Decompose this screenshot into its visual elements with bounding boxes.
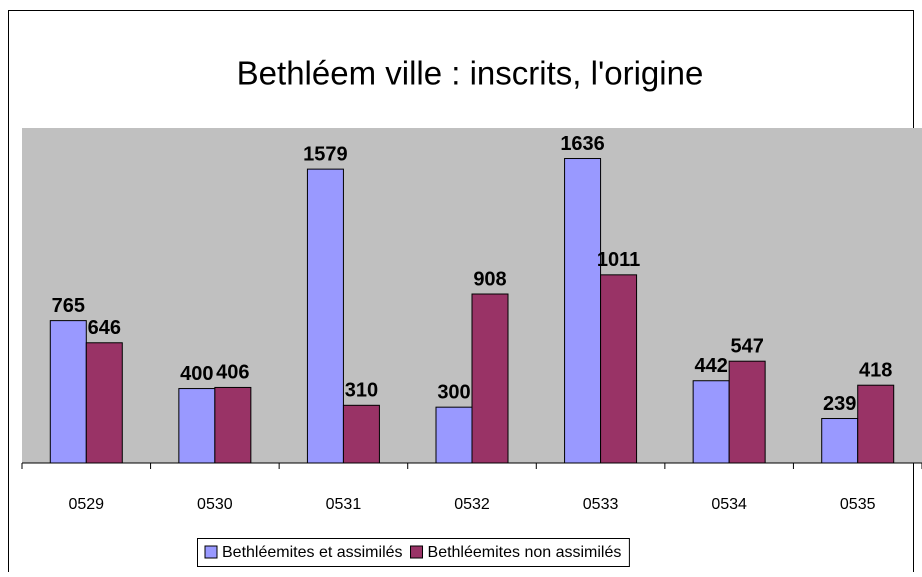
data-label: 547: [730, 335, 763, 357]
data-label: 442: [694, 355, 727, 377]
data-label: 646: [88, 317, 121, 339]
bar: [821, 418, 859, 464]
bar: [85, 342, 123, 464]
data-label: 765: [52, 295, 85, 317]
bar: [306, 168, 344, 464]
x-tick-label: 0535: [840, 496, 876, 513]
data-label: 310: [345, 380, 378, 402]
bar: [857, 384, 895, 464]
bar: [728, 360, 766, 464]
data-label: 239: [823, 393, 856, 415]
bar: [471, 293, 509, 464]
legend-label: Bethléemites et assimilés: [222, 544, 403, 561]
legend-swatch: [410, 545, 424, 559]
data-label: 1011: [597, 249, 640, 271]
data-label: 908: [473, 268, 506, 290]
data-label: 418: [859, 359, 892, 381]
bar: [600, 274, 638, 464]
data-label: 1636: [560, 133, 605, 155]
bar: [214, 386, 252, 464]
bar: [564, 158, 602, 464]
bar: [49, 320, 87, 464]
x-tick-label: 0530: [197, 496, 233, 513]
bar: [435, 406, 473, 464]
x-tick-label: 0531: [326, 496, 362, 513]
legend-label: Bethléemites non assimilés: [428, 544, 622, 561]
bar: [178, 388, 216, 464]
data-label: 400: [180, 363, 213, 385]
legend-swatch: [204, 545, 218, 559]
data-label: 1579: [303, 143, 348, 165]
bar: [342, 404, 380, 464]
x-tick-label: 0534: [711, 496, 747, 513]
chart-title: Bethléem ville : inscrits, l'origine: [237, 55, 704, 92]
x-tick-label: 0529: [68, 496, 104, 513]
data-label: 406: [216, 362, 249, 384]
x-tick-label: 0532: [454, 496, 490, 513]
data-label: 300: [437, 381, 470, 403]
bar: [692, 380, 730, 464]
x-tick-label: 0533: [583, 496, 619, 513]
